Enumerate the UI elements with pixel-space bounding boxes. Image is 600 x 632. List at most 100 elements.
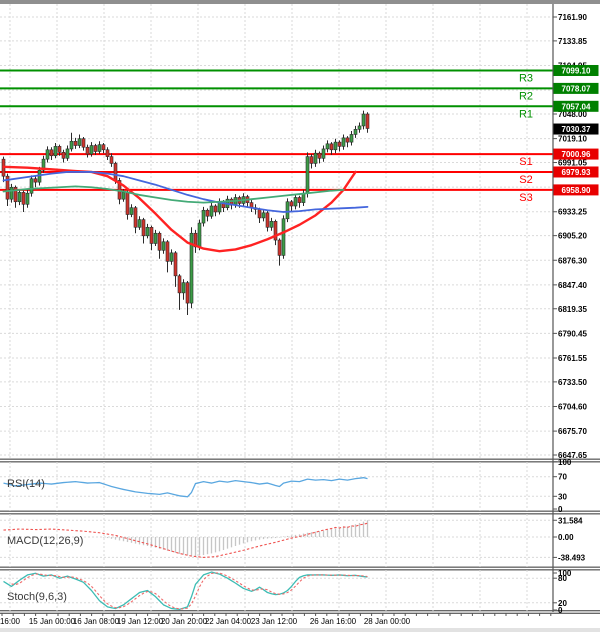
candle-bearish [109,156,114,164]
candle-bearish [5,175,10,200]
candle-bullish [25,192,30,205]
macd-panel-label: MACD(12,26,9) [7,535,83,547]
candle-bullish [321,148,326,159]
candle-bearish [177,275,182,294]
candle-bullish [353,129,358,135]
ma-fast-green [2,185,345,204]
candle-bearish [157,232,162,251]
candle-bullish [137,219,142,228]
price-badge-S2-text: 6979.93 [562,168,591,177]
candle-bullish [313,152,318,164]
price-tick-label: 6675.70 [558,427,587,436]
price-tick-label: 6647.65 [558,451,587,460]
price-tick-label: 7048.00 [558,110,587,119]
candle-bearish [165,241,170,262]
candle-bullish [161,241,166,251]
stoch-axis-label: 100 [558,569,572,578]
candle-bullish [189,232,194,304]
candle-bearish [13,186,18,203]
candle-bullish [53,146,58,157]
stoch-axis-label: 20 [558,599,567,608]
price-tick-label: 6847.40 [558,281,587,290]
candle-bullish [169,252,174,262]
candle-bullish [65,148,70,159]
price-tick-label: 6761.55 [558,354,587,363]
candle-bearish [309,156,314,164]
candle-bullish [281,218,286,256]
ma-mid-blue [2,171,369,213]
axis-layer: 7161.907133.857104.957048.007019.106991.… [0,4,587,626]
candle-bearish [273,221,278,241]
candle-bearish [185,282,190,304]
candle-bearish [173,252,178,277]
rsi-line [3,477,368,498]
candle-bullish [9,186,14,200]
price-badge-S1 [553,148,599,160]
level-label-S3: S3 [519,192,532,204]
macd-axis-label: -38.493 [558,553,586,562]
stoch-axis-label: 0 [558,606,563,615]
candle-bullish [293,197,298,207]
candle-bullish [361,113,366,127]
candle-bullish [201,209,206,224]
time-label: 26 Jan 16:00 [310,617,357,626]
price-tick-label: 7133.85 [558,37,587,46]
price-badges-layer: 7099.10 7078.07 7057.04 7000.96 6979.93 6958.… [553,64,599,196]
candle-bearish [33,178,38,183]
stoch-d-line [11,572,368,610]
price-tick-label: 6991.05 [558,159,587,168]
candle-bullish [325,143,330,150]
candle-bearish [101,144,106,151]
time-label: 23 Jan 12:00 [251,617,298,626]
rsi-axis-label: 70 [558,473,567,482]
price-tick-label: 6905.20 [558,232,587,241]
time-label: 19 Jan 12:00 [117,617,164,626]
candle-bearish [133,207,138,228]
candle-bullish [333,141,338,151]
price-badge-R1-text: 7057.04 [562,102,591,111]
price-badge-S1-text: 7000.96 [562,150,591,159]
candle-bearish [49,149,54,157]
ma-slow-red [2,165,357,253]
candle-bullish [121,192,126,200]
candle-bearish [365,113,370,129]
level-label-S1: S1 [519,156,532,168]
window-top-edge [0,0,600,4]
candle-bearish [337,141,342,147]
candle-bearish [21,192,26,205]
candle-bearish [289,201,294,207]
time-label: 28 Jan 00:00 [364,617,411,626]
macd-axis-label: 31.584 [558,516,583,525]
price-tick-label: 7019.10 [558,135,587,144]
time-label: 15 Jan 00:00 [29,617,76,626]
time-label: 16 Jan 08:00 [73,617,120,626]
candle-bullish [17,192,22,203]
candle-bearish [113,163,118,181]
pivot-levels-layer: R3 R2 R1 S1 S2 S3 [0,69,553,204]
candle-bullish [29,178,34,194]
price-tick-label: 6819.35 [558,305,587,314]
candle-bearish [265,212,270,228]
candle-bearish [329,143,334,151]
moving-averages-layer [2,165,369,253]
candle-bearish [257,209,262,219]
candle-bullish [305,156,310,194]
candle-bullish [77,138,82,146]
rsi-axis-label: 100 [558,458,572,467]
candle-bullish [357,125,362,130]
time-label: 22 Jan 04:00 [205,617,252,626]
price-badge-R2 [553,82,599,94]
candle-bullish [97,144,102,152]
price-tick-label: 6933.25 [558,208,587,217]
candle-bullish [89,145,94,155]
candle-bullish [153,232,158,244]
candle-bearish [85,146,90,155]
stoch-axis-label: 80 [558,574,567,583]
candle-bullish [145,226,150,237]
candle-bearish [73,140,78,146]
candle-bullish [129,207,134,215]
indicators-layer [3,477,369,611]
candle-bearish [61,152,66,159]
